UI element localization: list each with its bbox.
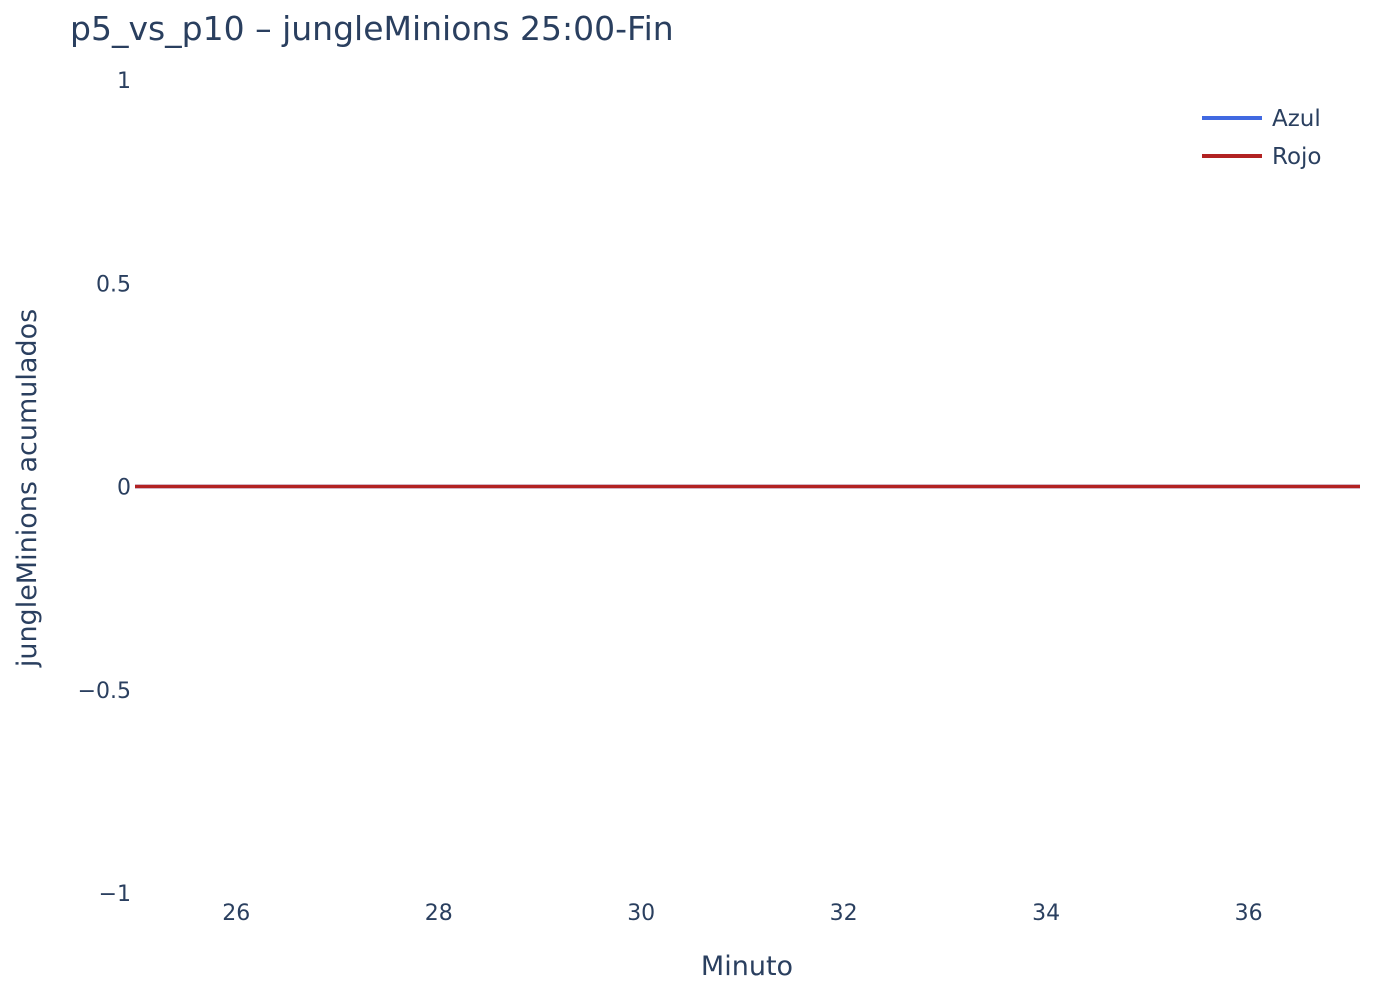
legend-item-azul[interactable]: Azul — [1202, 106, 1321, 132]
x-axis-ticks: 26 28 30 32 34 36 — [222, 901, 1262, 926]
y-axis-title: jungleMinions acumulados — [12, 309, 43, 668]
y-axis-ticks: 1 0.5 0 −0.5 −1 — [78, 69, 131, 907]
x-tick-label: 30 — [627, 901, 655, 926]
x-tick-label: 36 — [1235, 901, 1263, 926]
y-tick-label: −1 — [99, 882, 131, 907]
y-tick-label: 0 — [117, 476, 131, 501]
x-tick-label: 26 — [222, 901, 250, 926]
y-tick-label: 1 — [117, 69, 131, 94]
y-tick-label: −0.5 — [78, 679, 131, 704]
y-tick-label: 0.5 — [96, 272, 131, 297]
x-tick-label: 34 — [1032, 901, 1060, 926]
x-tick-label: 32 — [830, 901, 858, 926]
chart-title: p5_vs_p10 – jungleMinions 25:00-Fin — [70, 9, 674, 48]
legend-label: Azul — [1272, 106, 1321, 132]
x-tick-label: 28 — [425, 901, 453, 926]
legend[interactable]: Azul Rojo — [1202, 106, 1321, 170]
legend-item-rojo[interactable]: Rojo — [1202, 144, 1321, 170]
x-axis-title: Minuto — [701, 951, 793, 982]
legend-label: Rojo — [1272, 144, 1321, 170]
